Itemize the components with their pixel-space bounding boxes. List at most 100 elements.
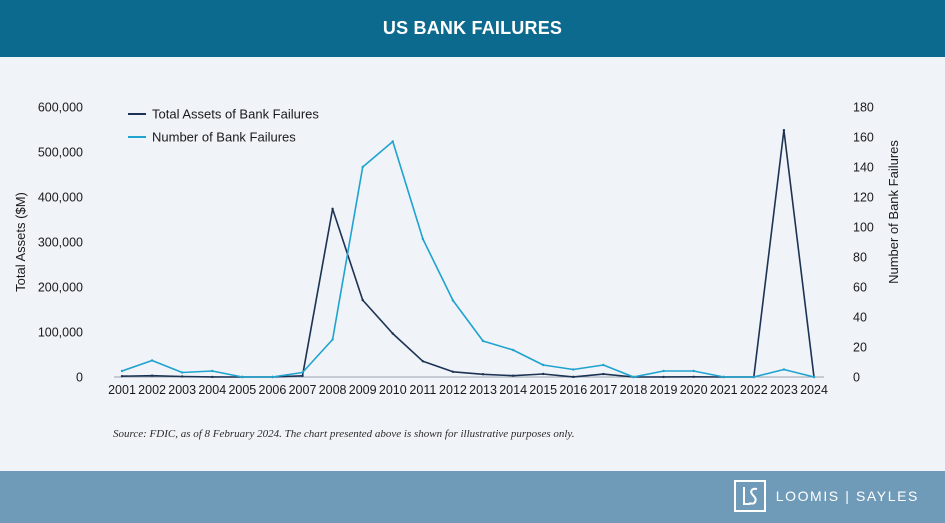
right-tick-label: 80 bbox=[853, 251, 867, 265]
left-tick-label: 100,000 bbox=[38, 326, 83, 340]
x-tick-label: 2018 bbox=[620, 383, 648, 397]
right-tick-label: 0 bbox=[853, 371, 860, 385]
right-tick-label: 60 bbox=[853, 281, 867, 295]
data-point bbox=[150, 374, 154, 377]
x-tick-label: 2012 bbox=[439, 383, 467, 397]
data-point bbox=[602, 363, 605, 367]
data-point bbox=[241, 375, 244, 379]
x-tick-label: 2010 bbox=[379, 383, 407, 397]
series-line-total-assets bbox=[121, 129, 815, 378]
title-banner: US BANK FAILURES bbox=[0, 0, 945, 57]
x-tick-label: 2011 bbox=[409, 383, 436, 397]
right-tick-label: 120 bbox=[853, 191, 874, 205]
data-point bbox=[180, 371, 184, 374]
x-tick-label: 2017 bbox=[589, 383, 617, 397]
right-tick-label: 180 bbox=[853, 101, 874, 115]
x-tick-label: 2022 bbox=[740, 383, 768, 397]
data-point bbox=[602, 372, 605, 376]
right-axis-title: Number of Bank Failures bbox=[886, 140, 901, 284]
data-point bbox=[692, 369, 695, 373]
right-tick-label: 20 bbox=[853, 341, 867, 355]
data-point bbox=[572, 368, 575, 371]
x-axis: 2001 2002 2003 2004 2005 2006 2007 2008 2009 2010… bbox=[108, 376, 828, 397]
data-point bbox=[451, 299, 455, 302]
series-layer bbox=[120, 128, 816, 379]
x-tick-label: 2004 bbox=[198, 383, 226, 397]
x-tick-label: 2002 bbox=[138, 383, 166, 397]
right-y-axis: 0 20 40 60 80 100 120 140 160 180 bbox=[853, 101, 874, 385]
left-tick-label: 300,000 bbox=[38, 236, 83, 250]
x-tick-label: 2005 bbox=[228, 383, 256, 397]
data-point bbox=[211, 375, 214, 379]
data-point bbox=[211, 369, 214, 373]
data-point bbox=[271, 375, 274, 379]
right-tick-label: 140 bbox=[853, 161, 874, 175]
x-tick-label: 2013 bbox=[469, 383, 497, 397]
x-tick-label: 2003 bbox=[168, 383, 196, 397]
data-point bbox=[301, 374, 304, 378]
x-tick-label: 2015 bbox=[529, 383, 557, 397]
data-point bbox=[120, 369, 124, 373]
footer-bar: LOOMIS | SAYLES bbox=[0, 471, 945, 523]
legend: Total Assets of Bank Failures Number of … bbox=[128, 107, 319, 145]
data-point bbox=[692, 375, 695, 378]
right-tick-label: 100 bbox=[853, 221, 874, 235]
data-point bbox=[301, 371, 304, 374]
data-point bbox=[451, 370, 455, 373]
x-tick-label: 2006 bbox=[259, 383, 287, 397]
right-tick-label: 40 bbox=[853, 311, 867, 325]
data-point bbox=[361, 165, 364, 169]
x-tick-label: 2020 bbox=[680, 383, 708, 397]
data-point bbox=[542, 363, 545, 367]
left-tick-label: 200,000 bbox=[38, 281, 83, 295]
x-tick-label: 2014 bbox=[499, 383, 527, 397]
right-tick-label: 160 bbox=[853, 131, 874, 145]
data-point bbox=[752, 375, 756, 379]
x-tick-label: 2024 bbox=[800, 383, 828, 397]
x-tick-label: 2007 bbox=[289, 383, 317, 397]
data-point bbox=[391, 140, 394, 143]
data-point bbox=[782, 368, 786, 371]
chart-area: 0 100,000 200,000 300,000 400,000 500,000 600,… bbox=[0, 57, 945, 471]
bank-failures-chart: 0 100,000 200,000 300,000 400,000 500,000 600,… bbox=[13, 101, 901, 398]
data-point bbox=[782, 128, 786, 132]
data-point bbox=[120, 374, 124, 378]
left-tick-label: 400,000 bbox=[38, 191, 83, 205]
data-point bbox=[662, 369, 665, 373]
data-point bbox=[511, 374, 515, 377]
x-tick-label: 2023 bbox=[770, 383, 798, 397]
data-point bbox=[542, 372, 545, 376]
x-tick-label: 2008 bbox=[319, 383, 347, 397]
x-tick-label: 2016 bbox=[559, 383, 587, 397]
loomis-sayles-logo: LOOMIS | SAYLES bbox=[733, 480, 919, 512]
left-y-axis: 0 100,000 200,000 300,000 400,000 500,000 600,… bbox=[38, 101, 83, 385]
logo-text: LOOMIS | SAYLES bbox=[775, 488, 919, 504]
data-point bbox=[511, 348, 515, 352]
legend-label-bank-failures: Number of Bank Failures bbox=[152, 130, 296, 145]
legend-label-total-assets: Total Assets of Bank Failures bbox=[152, 107, 319, 122]
ls-monogram-icon bbox=[733, 480, 766, 512]
page-title: US BANK FAILURES bbox=[382, 18, 563, 38]
data-point bbox=[391, 332, 394, 335]
data-point bbox=[421, 360, 425, 363]
x-tick-label: 2019 bbox=[650, 383, 678, 397]
data-point bbox=[722, 375, 725, 379]
left-axis-title: Total Assets ($M) bbox=[13, 192, 28, 292]
x-tick-label: 2001 bbox=[108, 383, 136, 397]
data-point bbox=[812, 375, 816, 379]
data-point bbox=[572, 375, 575, 379]
left-tick-label: 600,000 bbox=[38, 101, 83, 115]
data-point bbox=[481, 339, 485, 343]
data-point bbox=[481, 373, 485, 376]
left-tick-label: 0 bbox=[76, 371, 83, 385]
source-note: Source: FDIC, as of 8 February 2024. The… bbox=[113, 428, 575, 440]
data-point bbox=[331, 338, 334, 341]
data-point bbox=[331, 207, 334, 211]
data-point bbox=[361, 298, 364, 302]
x-tick-label: 2009 bbox=[349, 383, 377, 397]
series-line-bank-failures bbox=[121, 140, 815, 378]
data-point bbox=[662, 375, 665, 379]
data-point bbox=[150, 359, 154, 362]
data-point bbox=[632, 375, 635, 379]
data-point bbox=[421, 237, 425, 241]
